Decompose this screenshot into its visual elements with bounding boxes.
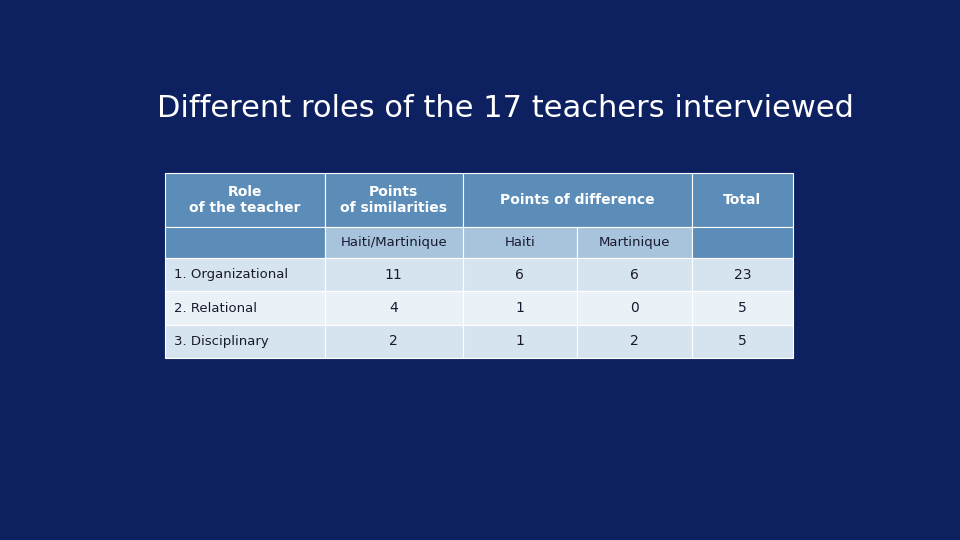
Text: Points of difference: Points of difference — [500, 193, 655, 207]
Bar — [325, 325, 463, 358]
Bar — [692, 325, 793, 358]
Text: Different roles of the 17 teachers interviewed: Different roles of the 17 teachers inter… — [157, 94, 854, 123]
Text: 2. Relational: 2. Relational — [174, 301, 256, 314]
Text: 23: 23 — [733, 268, 751, 282]
Bar — [577, 258, 692, 292]
Bar — [692, 227, 793, 258]
Bar — [692, 173, 793, 227]
Text: 6: 6 — [516, 268, 524, 282]
Bar — [577, 227, 692, 258]
Bar — [463, 292, 577, 325]
Text: 1: 1 — [516, 301, 524, 315]
Bar — [325, 258, 463, 292]
Bar — [577, 325, 692, 358]
Text: 2: 2 — [630, 334, 638, 348]
Text: 5: 5 — [738, 301, 747, 315]
Text: 3. Disciplinary: 3. Disciplinary — [174, 335, 268, 348]
Text: 0: 0 — [630, 301, 638, 315]
Text: Total: Total — [724, 193, 761, 207]
Bar — [165, 325, 325, 358]
Text: Haiti: Haiti — [504, 236, 536, 249]
Bar — [325, 173, 463, 227]
Text: 11: 11 — [385, 268, 402, 282]
Bar — [692, 258, 793, 292]
Bar — [463, 258, 577, 292]
Text: 6: 6 — [630, 268, 638, 282]
Bar — [463, 227, 577, 258]
Bar — [165, 227, 325, 258]
Text: 2: 2 — [390, 334, 398, 348]
Text: 5: 5 — [738, 334, 747, 348]
Text: Role
of the teacher: Role of the teacher — [189, 185, 300, 215]
Bar — [165, 292, 325, 325]
Text: Points
of similarities: Points of similarities — [340, 185, 447, 215]
Bar — [165, 258, 325, 292]
Text: 4: 4 — [390, 301, 398, 315]
Bar — [165, 173, 325, 227]
Text: 1: 1 — [516, 334, 524, 348]
Text: Haiti/Martinique: Haiti/Martinique — [341, 236, 447, 249]
Bar — [463, 173, 692, 227]
Bar — [325, 227, 463, 258]
Bar — [692, 292, 793, 325]
Bar — [325, 292, 463, 325]
Bar — [463, 325, 577, 358]
Bar — [577, 292, 692, 325]
Text: 1. Organizational: 1. Organizational — [174, 268, 288, 281]
Text: Martinique: Martinique — [599, 236, 670, 249]
